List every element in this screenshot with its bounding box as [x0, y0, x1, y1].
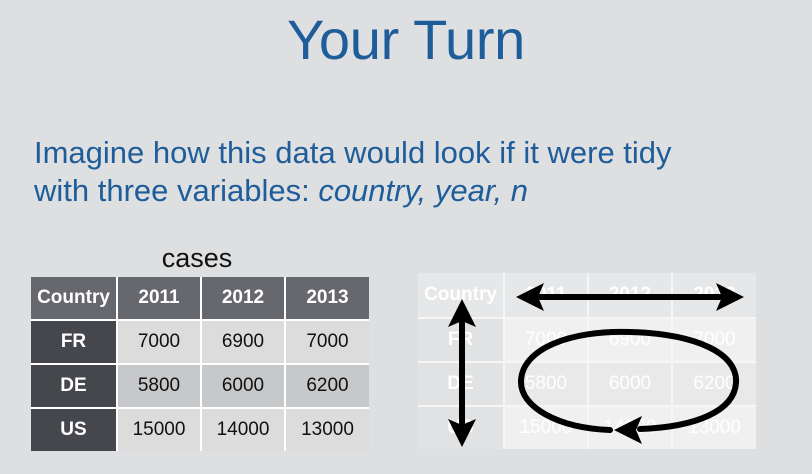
table-row: DE 5800 6000 6200	[31, 364, 369, 409]
table-cell: 6900	[201, 320, 286, 365]
row-country: US	[31, 408, 118, 451]
header-country: Country	[31, 277, 118, 321]
header-2013: 2013	[672, 273, 756, 319]
table-cell: 5800	[504, 362, 589, 407]
header-2011: 2011	[504, 273, 589, 319]
table-row: FR 7000 6900 7000	[418, 318, 756, 363]
cases-table: Country 2011 2012 2013 FR 7000 6900 7000…	[31, 277, 369, 451]
faded-cases-table: Country 2011 2012 2013 FR 7000 6900 7000…	[418, 273, 756, 449]
table-cell: 14000	[588, 406, 673, 449]
slide-title: Your Turn	[286, 8, 526, 71]
table-cell: 6200	[672, 362, 756, 407]
table-cell: 7000	[117, 320, 202, 365]
header-2012: 2012	[588, 273, 673, 319]
table-cell: 15000	[504, 406, 589, 449]
slide-prompt: Imagine how this data would look if it w…	[34, 134, 794, 210]
table-cell: 6200	[285, 364, 369, 409]
header-row: Country 2011 2012 2013	[418, 273, 756, 319]
header-2013: 2013	[285, 277, 369, 321]
header-row: Country 2011 2012 2013	[31, 277, 369, 321]
table-row: US 15000 14000 13000	[31, 408, 369, 451]
header-2011: 2011	[117, 277, 202, 321]
variable-names: country, year, n	[318, 173, 528, 208]
table-cell: 7000	[504, 318, 589, 363]
table-cell: 13000	[285, 408, 369, 451]
prompt-line-2-prefix: with three variables:	[34, 173, 319, 208]
row-country: FR	[418, 318, 505, 363]
table-row: US 15000 14000 13000	[418, 406, 756, 449]
table-cell: 6000	[201, 364, 286, 409]
table-row: DE 5800 6000 6200	[418, 362, 756, 407]
prompt-line-2: with three variables: country, year, n	[34, 172, 794, 210]
row-country: DE	[418, 362, 505, 407]
prompt-line-1: Imagine how this data would look if it w…	[34, 135, 672, 170]
table-cell: 6000	[588, 362, 673, 407]
table-cell: 13000	[672, 406, 756, 449]
header-country: Country	[418, 273, 505, 319]
row-country: FR	[31, 320, 118, 365]
table-cell: 7000	[672, 318, 756, 363]
cases-caption: cases	[161, 243, 233, 273]
row-country: DE	[31, 364, 118, 409]
table-cell: 7000	[285, 320, 369, 365]
table-cell: 14000	[201, 408, 286, 451]
table-cell: 15000	[117, 408, 202, 451]
row-country: US	[418, 406, 505, 449]
table-cell: 6900	[588, 318, 673, 363]
table-row: FR 7000 6900 7000	[31, 320, 369, 365]
table-cell: 5800	[117, 364, 202, 409]
header-2012: 2012	[201, 277, 286, 321]
